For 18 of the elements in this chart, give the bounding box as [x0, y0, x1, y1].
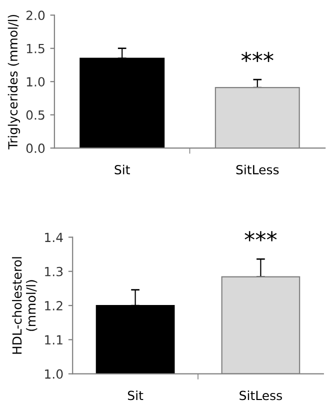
- y-axis-title: Triglycerides (mmol/l): [8, 14, 20, 150]
- x-tick-label: SitLess: [240, 390, 282, 400]
- x-tick-label: SitLess: [236, 164, 279, 174]
- y-tick-label: 1.3: [45, 266, 63, 276]
- x-tick-label: Sit: [114, 164, 130, 174]
- y-tick-label: 1.5: [26, 44, 44, 54]
- y-tick-label: 1.0: [45, 369, 63, 379]
- y-tick-label: 2.0: [26, 10, 45, 20]
- x-tick-label: Sit: [128, 390, 144, 400]
- annotation: ***: [244, 231, 277, 242]
- annotation: ***: [241, 52, 274, 62]
- y-tick-label: 1.0: [26, 77, 45, 87]
- y-tick-label: 1.4: [45, 232, 63, 242]
- y-tick-label: 0.0: [26, 144, 45, 153]
- y-tick-label: 1.1: [45, 335, 62, 344]
- y-tick-label: 1.2: [45, 300, 62, 310]
- y-axis-title: HDL-cholesterol (mmol/l): [12, 257, 38, 354]
- y-tick-label: 0.5: [26, 110, 44, 120]
